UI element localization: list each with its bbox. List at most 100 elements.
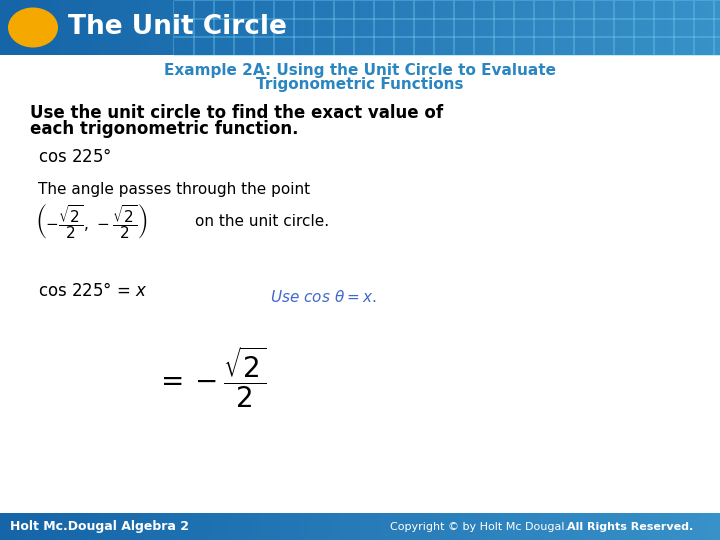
Bar — [570, 513, 580, 540]
Bar — [130, 0, 140, 55]
Bar — [380, 0, 390, 55]
Bar — [140, 513, 150, 540]
Bar — [290, 513, 300, 540]
Bar — [640, 0, 650, 55]
Bar — [670, 0, 680, 55]
Bar — [700, 0, 710, 55]
Bar — [290, 0, 300, 55]
Bar — [160, 513, 170, 540]
Bar — [80, 0, 90, 55]
Bar — [60, 0, 70, 55]
Bar — [140, 0, 150, 55]
Text: Use the unit circle to find the exact value of: Use the unit circle to find the exact va… — [30, 104, 443, 122]
Bar — [420, 0, 430, 55]
Bar — [490, 0, 500, 55]
Bar — [590, 513, 600, 540]
Bar — [340, 0, 350, 55]
Bar — [340, 513, 350, 540]
Bar — [510, 0, 520, 55]
Bar — [20, 513, 30, 540]
Bar — [230, 0, 240, 55]
Bar — [130, 513, 140, 540]
Bar — [10, 0, 20, 55]
Bar — [0, 0, 720, 55]
Bar — [80, 513, 90, 540]
Bar — [210, 0, 220, 55]
Bar — [670, 513, 680, 540]
Bar — [110, 513, 120, 540]
Bar — [390, 0, 400, 55]
Text: cos 225$\degree$ = $x$: cos 225$\degree$ = $x$ — [38, 282, 148, 300]
Bar — [630, 0, 640, 55]
Bar — [410, 0, 420, 55]
Text: cos 225$\degree$: cos 225$\degree$ — [38, 148, 112, 166]
Bar — [230, 513, 240, 540]
Bar — [520, 0, 530, 55]
Bar — [190, 513, 200, 540]
Bar — [630, 513, 640, 540]
Bar — [480, 513, 490, 540]
Bar — [250, 513, 260, 540]
Bar — [600, 0, 610, 55]
Bar — [330, 513, 340, 540]
Bar — [500, 513, 510, 540]
Text: Trigonometric Functions: Trigonometric Functions — [256, 78, 464, 92]
Bar — [220, 0, 230, 55]
Bar — [580, 0, 590, 55]
Bar — [270, 513, 280, 540]
Bar — [590, 0, 600, 55]
Bar — [40, 0, 50, 55]
Bar — [620, 0, 630, 55]
Bar — [170, 0, 180, 55]
Bar — [350, 0, 360, 55]
Bar — [370, 0, 380, 55]
Bar — [300, 513, 310, 540]
Bar — [660, 513, 670, 540]
Bar — [460, 513, 470, 540]
Bar — [400, 513, 410, 540]
Bar — [690, 513, 700, 540]
Bar — [600, 513, 610, 540]
Bar — [240, 0, 250, 55]
Bar — [0, 513, 10, 540]
Bar — [190, 0, 200, 55]
Bar — [530, 0, 540, 55]
Bar — [570, 0, 580, 55]
Bar — [310, 513, 320, 540]
Bar — [400, 0, 410, 55]
Bar — [540, 513, 550, 540]
Bar — [50, 0, 60, 55]
Bar — [330, 0, 340, 55]
Bar — [200, 513, 210, 540]
Bar — [70, 513, 80, 540]
Bar — [490, 513, 500, 540]
Bar — [620, 513, 630, 540]
Bar — [580, 513, 590, 540]
Bar — [300, 0, 310, 55]
Bar — [440, 0, 450, 55]
Bar — [260, 513, 270, 540]
Bar — [610, 0, 620, 55]
Bar — [450, 0, 460, 55]
Text: each trigonometric function.: each trigonometric function. — [30, 120, 299, 138]
Bar — [100, 513, 110, 540]
Bar — [70, 0, 80, 55]
Bar — [410, 513, 420, 540]
Bar — [680, 0, 690, 55]
Bar — [40, 513, 50, 540]
Bar — [90, 0, 100, 55]
Bar — [180, 513, 190, 540]
Bar — [0, 513, 720, 540]
Bar — [360, 0, 370, 55]
Text: $\left(-\dfrac{\sqrt{2}}{2},\,-\dfrac{\sqrt{2}}{2}\right)$: $\left(-\dfrac{\sqrt{2}}{2},\,-\dfrac{\s… — [35, 202, 148, 241]
Bar — [440, 513, 450, 540]
Text: Holt Mc.Dougal Algebra 2: Holt Mc.Dougal Algebra 2 — [10, 520, 189, 533]
Bar — [550, 513, 560, 540]
Bar — [680, 513, 690, 540]
Bar — [100, 0, 110, 55]
Bar — [660, 0, 670, 55]
Text: on the unit circle.: on the unit circle. — [195, 214, 329, 230]
Text: All Rights Reserved.: All Rights Reserved. — [567, 522, 693, 531]
Bar — [500, 0, 510, 55]
Bar — [120, 513, 130, 540]
